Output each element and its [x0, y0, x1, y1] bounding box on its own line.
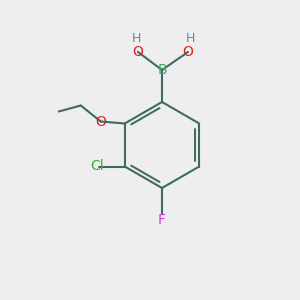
Text: O: O: [95, 115, 106, 128]
Text: F: F: [158, 213, 166, 227]
Text: O: O: [133, 45, 143, 59]
Text: B: B: [157, 63, 167, 77]
Text: H: H: [185, 32, 195, 44]
Text: H: H: [131, 32, 141, 44]
Text: Cl: Cl: [90, 160, 104, 173]
Text: O: O: [183, 45, 194, 59]
